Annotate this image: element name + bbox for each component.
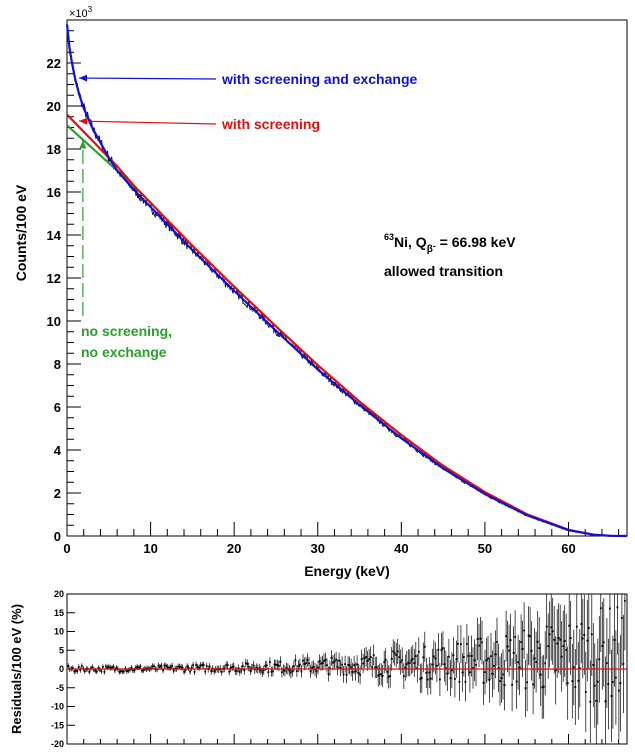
main-data-histogram — [66, 30, 626, 537]
label-screening-exchange: with screening and exchange — [221, 71, 417, 87]
x-axis-title: Energy (keV) — [304, 563, 390, 579]
residual-plot: 20 15 10 5 0 -5 -10 -15 -20 Residuals/100 eV (%) — [9, 589, 628, 749]
y-tick-label: 22 — [47, 56, 61, 71]
x-tick-label: 0 — [63, 541, 70, 556]
x-tick-label: 40 — [394, 541, 408, 556]
y-tick-label: 16 — [47, 185, 61, 200]
y-tick-label: 8 — [54, 357, 61, 372]
q-superscript: - — [433, 241, 436, 251]
y-tick-label: 6 — [54, 400, 61, 415]
data-histogram-line — [66, 30, 626, 537]
res-y-tick-label: -15 — [51, 720, 64, 730]
arrow-no-screening-head — [79, 140, 87, 149]
y-tick-label: 2 — [54, 486, 61, 501]
x-tick-label: 60 — [561, 541, 575, 556]
residual-points — [67, 599, 626, 703]
res-y-tick-label: 20 — [54, 589, 64, 599]
isotope-text: Ni, Q — [394, 234, 427, 250]
transition-annotation: allowed transition — [384, 263, 503, 279]
y-tick-label: 14 — [47, 228, 62, 243]
isotope-annotation: 63Ni, Qβ- = 66.98 keV — [384, 232, 516, 255]
y-tick-label: 10 — [47, 314, 61, 329]
label-no-screening-1: no screening, — [81, 323, 172, 339]
main-annotations — [79, 74, 217, 316]
x-tick-label: 50 — [478, 541, 492, 556]
label-screening: with screening — [221, 116, 320, 132]
y-multiplier-exp: 3 — [88, 5, 93, 14]
series-line-0 — [65, 24, 627, 538]
label-no-screening-2: no exchange — [81, 344, 167, 360]
main-y-ticks: 0 2 4 6 8 10 12 14 16 18 20 22 — [47, 30, 81, 544]
res-y-tick-label: 5 — [59, 645, 64, 655]
y-axis-title: Counts/100 eV — [13, 184, 29, 281]
x-tick-label: 20 — [227, 541, 241, 556]
main-plot-frame — [66, 19, 628, 537]
res-y-tick-label: 10 — [54, 627, 64, 637]
arrow-screening-exchange-head — [79, 74, 88, 82]
res-y-tick-label: 15 — [54, 608, 64, 618]
residual-y-ticks: 20 15 10 5 0 -5 -10 -15 -20 — [51, 589, 75, 749]
main-x-ticks: 0 10 20 30 40 50 60 — [63, 522, 620, 556]
res-y-tick-label: -10 — [51, 702, 64, 712]
q-value: = 66.98 keV — [436, 234, 516, 250]
y-tick-label: 20 — [47, 99, 61, 114]
isotope-mass: 63 — [384, 232, 394, 242]
arrow-screening-head — [79, 117, 88, 125]
x-tick-label: 10 — [143, 541, 157, 556]
main-series-lines — [65, 24, 627, 538]
res-y-tick-label: -20 — [51, 739, 64, 749]
residual-x-ticks — [66, 734, 620, 744]
y-tick-label: 12 — [47, 271, 61, 286]
y-tick-label: 0 — [54, 529, 61, 544]
res-y-tick-label: 0 — [59, 664, 64, 674]
y-multiplier-label: ×103 — [69, 5, 93, 20]
y-tick-label: 4 — [54, 443, 62, 458]
residual-y-axis-title: Residuals/100 eV (%) — [9, 604, 24, 734]
y-tick-label: 18 — [47, 142, 61, 157]
q-subscript: β — [427, 244, 433, 255]
x-tick-label: 30 — [311, 541, 325, 556]
arrow-screening-exchange — [79, 77, 217, 80]
res-y-tick-label: -5 — [56, 683, 64, 693]
main-plot: 0 10 20 30 40 50 60 0 2 4 6 8 10 12 14 16 18 20 22 ×103 E… — [13, 5, 628, 579]
arrow-screening — [79, 120, 217, 125]
